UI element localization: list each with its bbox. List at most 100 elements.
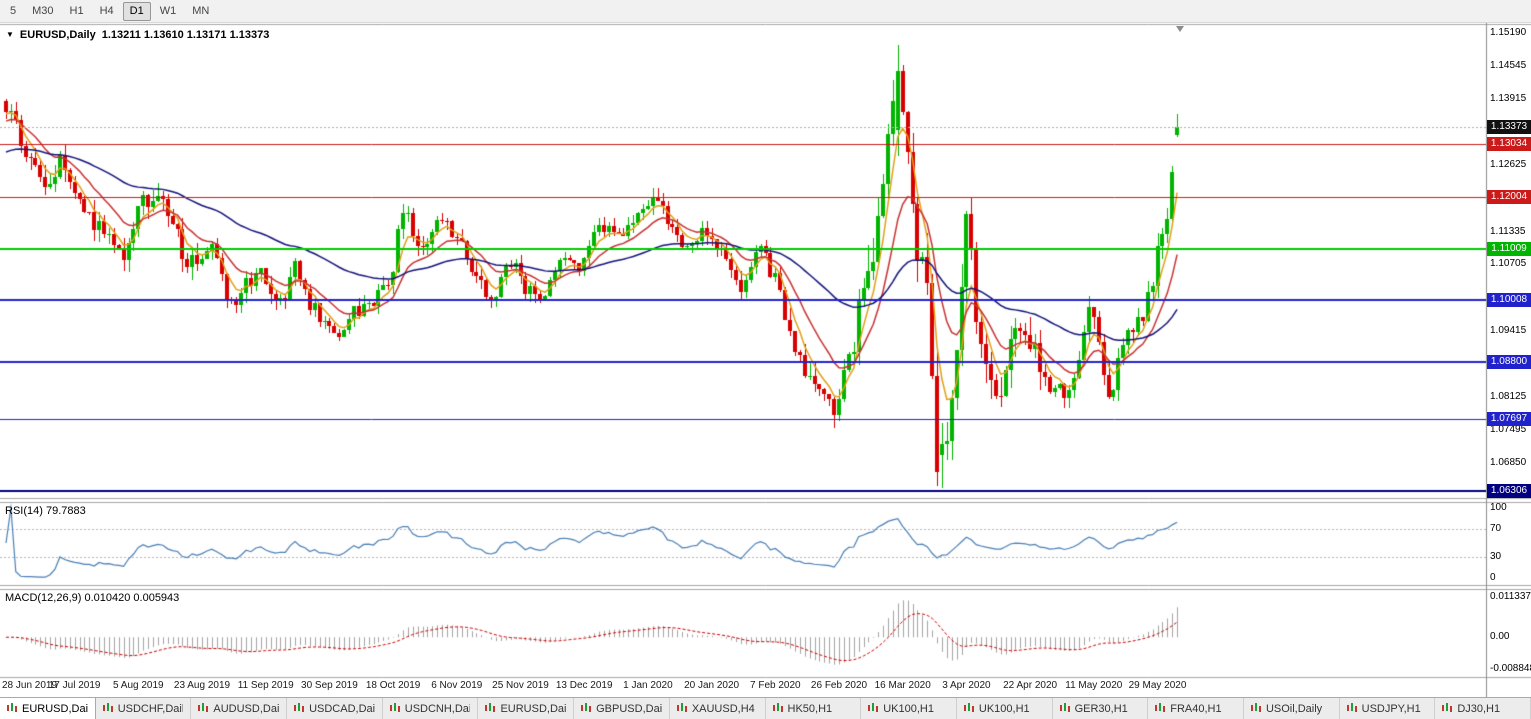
tab-chart-icon <box>389 703 401 714</box>
tab-label: EURUSD,Daily <box>500 702 566 715</box>
chart-tab-ger30-h1[interactable]: GER30,H1 <box>1053 698 1149 719</box>
tab-chart-icon <box>485 703 496 714</box>
tab-chart-icon <box>1346 703 1358 714</box>
rsi-indicator-label: RSI(14) 79.7883 <box>5 505 86 517</box>
price-axis-label: 1.08125 <box>1490 391 1527 403</box>
price-axis-label: 1.12625 <box>1490 159 1527 171</box>
chart-shift-marker-icon[interactable] <box>1176 26 1184 32</box>
macd-axis-label: 0.011337 <box>1490 591 1531 603</box>
time-axis-label: 26 Feb 2020 <box>810 680 868 691</box>
chart-tab-hk50-h1[interactable]: HK50,H1 <box>766 698 862 719</box>
chart-tab-audusd-daily[interactable]: AUDUSD,Daily <box>191 698 288 719</box>
time-axis-label: 5 Aug 2019 <box>112 680 164 691</box>
chart-window: ▼ EURUSD,Daily 1.13211 1.13610 1.13171 1… <box>0 23 1531 697</box>
chart-ohlc-values: 1.13211 1.13610 1.13171 1.13373 <box>101 29 270 41</box>
tab-chart-icon <box>772 703 784 714</box>
price-axis-label: 1.07495 <box>1490 423 1527 435</box>
rsi-axis-label: 0 <box>1490 572 1496 583</box>
time-axis-label: 28 Jun 2019 <box>2 680 58 691</box>
timeframe-button-h4[interactable]: H4 <box>99 4 114 17</box>
tab-label: HK50,H1 <box>787 702 833 715</box>
time-axis-label: 18 Oct 2019 <box>365 680 421 691</box>
tab-chart-icon <box>676 703 688 714</box>
timeframe-button-m30[interactable]: M30 <box>32 4 54 17</box>
price-badge: 1.07697 <box>1487 412 1531 427</box>
chart-ohlc-label: ▼ EURUSD,Daily 1.13211 1.13610 1.13171 1… <box>6 29 269 41</box>
tab-label: USDCHF,Daily <box>117 702 184 715</box>
timeframe-toolbar: 5 M30 H1 H4 D1 W1 MN <box>0 0 1531 23</box>
chart-tab-dj30-h1[interactable]: DJ30,H1 <box>1435 698 1531 719</box>
tab-label: GER30,H1 <box>1074 702 1128 715</box>
tab-chart-icon <box>963 703 975 714</box>
time-axis-label: 1 Jan 2020 <box>623 680 673 691</box>
chart-tab-eurusd-daily[interactable]: EURUSD,Daily <box>0 698 96 719</box>
time-axis-label: 11 May 2020 <box>1065 680 1123 691</box>
chart-tab-xauusd-h4[interactable]: XAUUSD,H4 <box>670 698 766 719</box>
rsi-axis-label: 70 <box>1490 523 1502 534</box>
tab-chart-icon <box>294 703 305 714</box>
price-badge: 1.10008 <box>1487 293 1531 308</box>
tab-chart-icon <box>581 703 592 714</box>
time-axis-label: 25 Nov 2019 <box>492 680 549 691</box>
timeframe-button-h1[interactable]: H1 <box>69 4 84 17</box>
timeframe-button-5[interactable]: 5 <box>10 4 17 17</box>
chart-dropdown-icon[interactable]: ▼ <box>6 30 14 39</box>
tab-chart-icon <box>1250 703 1262 714</box>
price-axis-label: 1.06850 <box>1490 456 1527 468</box>
tab-label: UK100,H1 <box>883 702 934 715</box>
price-axis-label: 1.10705 <box>1490 258 1527 270</box>
rsi-axis-label: 100 <box>1490 502 1507 513</box>
chart-tab-uk100-h1[interactable]: UK100,H1 <box>861 698 957 719</box>
time-axis-label: 20 Jan 2020 <box>684 680 740 691</box>
timeframe-button-d1[interactable]: D1 <box>122 1 151 21</box>
price-badge: 1.11009 <box>1487 241 1531 256</box>
chart-tab-usdjpy-h1[interactable]: USDJPY,H1 <box>1340 698 1436 719</box>
time-axis-label: 7 Feb 2020 <box>749 680 801 691</box>
chart-tab-usdcad-daily[interactable]: USDCAD,Daily <box>287 698 383 719</box>
time-axis-label: 3 Apr 2020 <box>942 680 991 691</box>
price-badge: 1.13034 <box>1487 137 1531 152</box>
chart-tab-uk100-h1[interactable]: UK100,H1 <box>957 698 1053 719</box>
tab-label: UK100,H1 <box>978 702 1030 715</box>
time-axis-label: 23 Aug 2019 <box>173 680 231 691</box>
time-axis-label: 13 Dec 2019 <box>555 680 613 691</box>
chart-tab-usdchf-daily[interactable]: USDCHF,Daily <box>96 698 192 719</box>
timeframe-buttons: 5 M30 H1 H4 D1 W1 MN <box>3 1 216 21</box>
macd-indicator-label: MACD(12,26,9) 0.010420 0.005943 <box>5 592 180 604</box>
time-axis-label: 11 Sep 2019 <box>237 680 294 691</box>
price-badge: 1.08800 <box>1487 355 1531 370</box>
tab-label: DJ30,H1 <box>1457 702 1501 715</box>
time-axis-label: 30 Sep 2019 <box>301 680 358 691</box>
chart-tab-eurusd-daily[interactable]: EURUSD,Daily <box>478 698 575 719</box>
chart-tab-usdcnh-daily[interactable]: USDCNH,Daily <box>383 698 479 719</box>
chart-symbol-period: EURUSD,Daily <box>19 29 96 41</box>
price-axis-label: 1.14545 <box>1490 60 1527 72</box>
tab-label: AUDUSD,Daily <box>213 702 279 715</box>
time-axis-label: 29 May 2020 <box>1128 680 1187 691</box>
price-badge: 1.06306 <box>1487 484 1531 498</box>
tab-label: USDCNH,Daily <box>404 702 471 715</box>
chart-tab-fra40-h1[interactable]: FRA40,H1 <box>1148 698 1244 719</box>
time-axis-label: 16 Mar 2020 <box>874 680 931 691</box>
timeframe-button-mn[interactable]: MN <box>192 4 210 17</box>
macd-axis-label: -0.008848 <box>1490 662 1531 674</box>
time-axis-label: 6 Nov 2019 <box>431 680 483 691</box>
timeframe-button-w1[interactable]: W1 <box>159 4 177 17</box>
tab-label: FRA40,H1 <box>1170 702 1222 715</box>
chart-tab-gbpusd-daily[interactable]: GBPUSD,Daily <box>574 698 670 719</box>
tab-chart-icon <box>198 703 209 714</box>
tab-chart-icon <box>1442 703 1453 714</box>
price-axis-label: 1.11335 <box>1490 225 1526 237</box>
macd-axis-label: 0.00 <box>1490 631 1510 643</box>
time-axis-label: 22 Apr 2020 <box>1003 680 1058 691</box>
price-axis-label: 1.15190 <box>1490 27 1527 38</box>
price-axis-label: 1.13915 <box>1490 92 1527 104</box>
tab-label: EURUSD,Daily <box>22 702 88 715</box>
tab-chart-icon <box>1155 703 1166 714</box>
chart-tab-bar: EURUSD,Daily USDCHF,Daily AUDUSD,Daily USDC… <box>0 697 1531 719</box>
price-chart-canvas[interactable] <box>0 23 1531 697</box>
rsi-axis-label: 30 <box>1490 551 1502 562</box>
tab-label: XAUUSD,H4 <box>691 702 755 715</box>
chart-tab-usoil-daily[interactable]: USOil,Daily <box>1244 698 1340 719</box>
tab-chart-icon <box>102 703 114 714</box>
